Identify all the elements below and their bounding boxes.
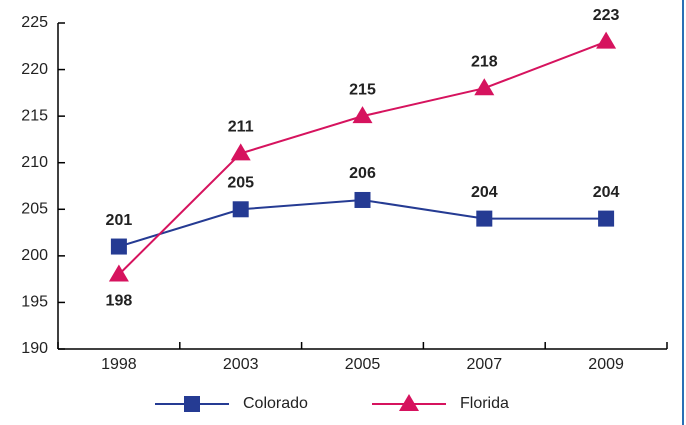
data-label: 204 <box>593 184 620 201</box>
marker <box>108 264 129 282</box>
legend-label: Florida <box>460 395 509 412</box>
data-label: 205 <box>227 175 254 192</box>
data-label: 215 <box>349 81 376 98</box>
x-tick-label: 2007 <box>467 356 503 373</box>
marker <box>184 396 200 412</box>
x-tick-label: 2009 <box>588 356 624 373</box>
data-label: 198 <box>106 293 133 310</box>
y-tick-label: 215 <box>21 107 48 124</box>
y-tick-label: 225 <box>21 14 48 31</box>
y-tick-label: 195 <box>21 294 48 311</box>
marker <box>230 143 251 161</box>
x-tick-label: 1998 <box>101 356 137 373</box>
data-label: 211 <box>228 119 254 136</box>
y-tick-label: 205 <box>21 201 48 218</box>
y-tick-label: 210 <box>21 154 48 171</box>
series-line <box>118 40 607 276</box>
x-tick-label: 2005 <box>345 356 381 373</box>
data-label: 206 <box>349 165 376 182</box>
data-label: 223 <box>593 7 620 24</box>
data-label: 218 <box>471 53 498 70</box>
marker <box>232 201 249 218</box>
data-label: 204 <box>471 184 498 201</box>
marker <box>110 238 127 255</box>
y-tick-label: 220 <box>21 61 48 78</box>
marker <box>596 31 617 49</box>
marker <box>399 394 419 411</box>
legend-label: Colorado <box>243 395 308 412</box>
marker <box>598 210 615 227</box>
x-tick-label: 2003 <box>223 356 259 373</box>
marker <box>352 106 373 124</box>
y-tick-label: 190 <box>21 340 48 357</box>
marker <box>474 78 495 96</box>
data-label: 201 <box>106 212 133 229</box>
marker <box>476 210 493 227</box>
y-tick-label: 200 <box>21 247 48 264</box>
marker <box>354 191 371 208</box>
